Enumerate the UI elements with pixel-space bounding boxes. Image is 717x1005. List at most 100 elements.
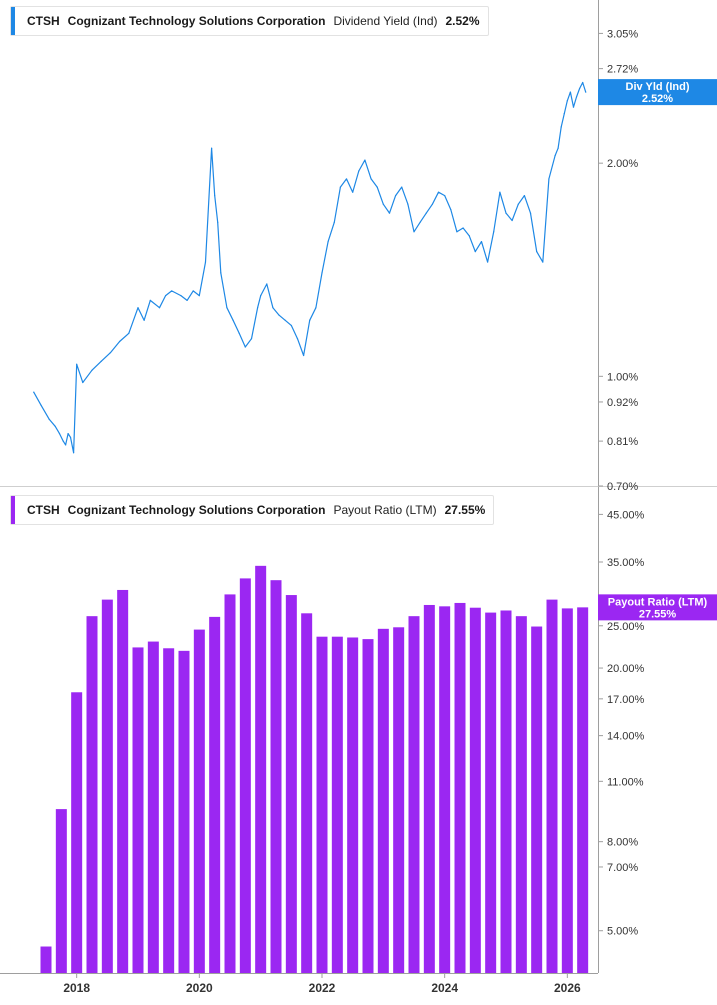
dividend-yield-point xyxy=(364,159,366,161)
y-tick-label: 35.00% xyxy=(607,557,645,569)
dividend-yield-legend: CTSH Cognizant Technology Solutions Corp… xyxy=(10,6,489,36)
dividend-yield-point xyxy=(284,319,286,321)
dividend-yield-point xyxy=(238,332,240,334)
current-value-badge xyxy=(598,79,717,106)
dividend-yield-point xyxy=(474,251,476,253)
legend-metric: Payout Ratio (LTM) xyxy=(333,503,437,517)
y-tick-label: 14.00% xyxy=(607,731,645,743)
dividend-yield-point xyxy=(388,212,391,214)
dividend-yield-point xyxy=(296,338,299,340)
payout-ratio-bar xyxy=(377,628,389,973)
dividend-yield-point xyxy=(437,191,440,193)
y-tick-label: 11.00% xyxy=(607,776,644,788)
payout-ratio-bar xyxy=(408,616,420,973)
legend-ticker: CTSH xyxy=(27,503,60,517)
x-tick-label: 2022 xyxy=(309,981,336,995)
dividend-yield-point xyxy=(413,231,415,233)
y-tick-label: 5.00% xyxy=(607,926,638,938)
dividend-yield-line xyxy=(33,81,587,454)
dividend-yield-point xyxy=(529,212,532,214)
payout-ratio-bar xyxy=(178,650,190,973)
payout-ratio-bar xyxy=(147,641,159,973)
dividend-yield-point xyxy=(560,126,562,128)
dividend-yield-point xyxy=(69,436,72,438)
dividend-yield-point xyxy=(487,261,489,263)
payout-ratio-bar xyxy=(239,578,251,973)
dividend-yield-point xyxy=(358,170,360,172)
y-tick-label: 45.00% xyxy=(607,509,645,521)
y-tick-label: 25.00% xyxy=(607,621,645,633)
x-tick-label: 2026 xyxy=(554,981,581,995)
legend-value: 27.55% xyxy=(444,503,486,517)
dividend-yield-point xyxy=(40,404,42,406)
y-tick-label: 2.00% xyxy=(607,158,638,170)
payout-ratio-bar xyxy=(163,648,175,973)
dividend-yield-point xyxy=(572,106,575,108)
dividend-yield-point xyxy=(575,96,578,98)
dividend-yield-point xyxy=(217,221,219,223)
dividend-yield-point xyxy=(67,433,69,435)
payout-ratio-bar xyxy=(117,589,129,973)
payout-ratio-bar xyxy=(101,599,113,973)
dividend-yield-point xyxy=(204,261,207,263)
legend-ticker: CTSH xyxy=(27,14,60,28)
dividend-yield-point xyxy=(137,307,139,309)
payout-ratio-bar xyxy=(301,613,313,973)
dividend-yield-point xyxy=(250,338,253,340)
dividend-yield-point xyxy=(345,178,348,180)
dividend-yield-point xyxy=(579,87,581,90)
dividend-yield-point xyxy=(333,221,335,223)
payout-ratio-bar xyxy=(500,610,512,973)
payout-ratio-bar xyxy=(531,626,543,973)
dividend-yield-point xyxy=(82,381,84,384)
badge-value: 2.52% xyxy=(642,93,673,105)
y-tick-label: 2.72% xyxy=(607,64,638,76)
legend-value: 2.52% xyxy=(445,14,480,28)
dividend-yield-point xyxy=(376,186,378,188)
dividend-yield-point xyxy=(548,178,550,180)
dividend-yield-point xyxy=(65,444,67,446)
dividend-yield-point xyxy=(48,418,50,420)
payout-ratio-bar xyxy=(454,602,466,973)
dividend-yield-point xyxy=(303,354,305,357)
dividend-yield-point xyxy=(444,194,446,197)
dividend-yield-point xyxy=(523,194,526,197)
dividend-yield-point xyxy=(232,319,234,321)
dividend-yield-point xyxy=(33,391,35,393)
dividend-yield-point xyxy=(226,307,228,309)
dividend-yield-point xyxy=(165,295,167,297)
dividend-yield-point xyxy=(456,231,458,233)
legend-company: Cognizant Technology Solutions Corporati… xyxy=(67,14,326,28)
payout-ratio-bar xyxy=(193,629,205,973)
badge-label: Payout Ratio (LTM) xyxy=(608,596,708,608)
badge-value: 27.55% xyxy=(639,608,677,620)
payout-ratio-panel: 45.00% 35.00% 25.00% 20.00% 17.00% 14.00% 11.0… xyxy=(40,509,717,973)
legend-company: Cognizant Technology Solutions Corporati… xyxy=(67,503,326,517)
payout-ratio-bar xyxy=(469,607,481,973)
dividend-yield-point xyxy=(480,240,483,243)
dividend-yield-point xyxy=(128,332,130,334)
dividend-yield-point xyxy=(566,100,568,102)
y-tick-label: 3.05% xyxy=(607,28,638,40)
dividend-yield-point xyxy=(158,307,161,309)
dividend-yield-point xyxy=(143,319,145,321)
payout-ratio-bar xyxy=(40,946,52,973)
dividend-yield-point xyxy=(554,154,556,157)
dividend-yield-panel: 3.05% 2.72% 2.00% 1.00% 0.92% 0.81% 0.70% Div Y… xyxy=(33,28,717,493)
dividend-yield-point xyxy=(260,295,262,297)
dividend-yield-swatch xyxy=(11,7,15,35)
dividend-yield-point xyxy=(407,203,409,205)
y-tick-label: 20.00% xyxy=(607,663,645,675)
dividend-yield-point xyxy=(91,369,93,371)
badge-label: Div Yld (Ind) xyxy=(626,81,690,93)
x-tick-label: 2024 xyxy=(431,981,458,995)
dividend-yield-point xyxy=(327,240,329,243)
y-tick-label: 0.70% xyxy=(607,481,638,493)
x-tick-label: 2018 xyxy=(63,981,90,995)
dividend-yield-point xyxy=(272,307,274,309)
dividend-yield-point xyxy=(511,219,513,222)
dividend-yield-point xyxy=(266,283,268,285)
dividend-yield-point xyxy=(585,91,587,93)
dividend-yield-point xyxy=(62,440,64,442)
